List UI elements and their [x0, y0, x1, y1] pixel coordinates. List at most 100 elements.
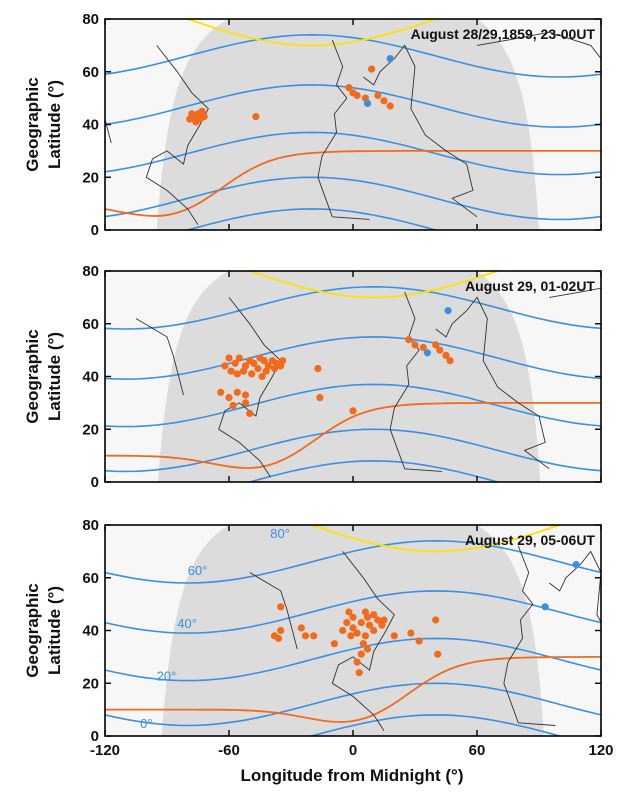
- x-tick-label: -120: [90, 742, 120, 759]
- report-point-orange: [357, 619, 365, 627]
- report-point-orange: [221, 362, 229, 370]
- report-point-orange: [419, 343, 427, 352]
- x-tick-label: 60: [469, 742, 486, 759]
- report-point-orange: [188, 110, 196, 118]
- coastline: [389, 291, 442, 472]
- auroral-boundary-line: [308, 525, 563, 553]
- terminator-line: [105, 402, 601, 469]
- y-axis-label: Geographic Latitude (°): [23, 583, 64, 677]
- contour-label: 60°: [188, 563, 208, 578]
- report-point-orange: [363, 613, 372, 621]
- report-point-orange: [363, 645, 372, 653]
- panels: August 28/29,1859, 23-00UT 0 20 40 60 80 Geogr…: [23, 11, 614, 759]
- panel-2: August 29, 01-02UT 0 20 40 60 80 Geographic Lat…: [23, 263, 602, 491]
- report-point-blue: [541, 603, 549, 611]
- report-point-orange: [227, 367, 235, 375]
- panel-plot-area: [105, 19, 601, 230]
- y-axis-label-line: Geographic: [23, 329, 42, 423]
- report-point-blue: [363, 99, 372, 107]
- report-point-orange: [386, 102, 394, 110]
- geomagnetic-contour: [105, 285, 601, 330]
- y-axis-label-line: Geographic: [23, 77, 42, 171]
- terminator-line: [105, 656, 601, 723]
- report-point-orange: [390, 632, 398, 640]
- contour-label: 20°: [157, 669, 177, 684]
- geomagnetic-contour: [105, 383, 601, 428]
- report-point-orange: [270, 365, 279, 373]
- y-axis-label: Geographic Latitude (°): [23, 77, 64, 171]
- auroral-boundary-line: [184, 19, 439, 47]
- geomagnetic-contour: [105, 33, 601, 78]
- report-point-orange: [355, 669, 363, 677]
- geomagnetic-contour: [184, 208, 439, 230]
- report-point-orange: [225, 354, 233, 362]
- report-point-orange: [343, 619, 351, 627]
- panel-plot-area: [105, 271, 601, 482]
- x-axis-label: Longitude from Midnight (°): [240, 766, 463, 785]
- report-point-orange: [330, 640, 338, 648]
- report-point-orange: [231, 359, 239, 367]
- report-point-orange: [314, 365, 322, 373]
- geomagnetic-contour: [246, 460, 501, 482]
- coastline: [145, 45, 209, 225]
- report-point-orange: [380, 616, 388, 624]
- y-axis-label-line: Latitude (°): [45, 586, 64, 675]
- report-point-orange: [229, 401, 237, 410]
- geomagnetic-contour: [105, 176, 601, 221]
- report-point-orange: [254, 365, 262, 373]
- y-tick-label: 20: [82, 675, 99, 692]
- report-point-orange: [275, 634, 283, 643]
- report-point-blue: [386, 55, 394, 63]
- coastline: [249, 572, 298, 650]
- panel-title: August 28/29,1859, 23-00UT: [411, 26, 596, 42]
- x-tick-label: -60: [218, 742, 240, 759]
- coastline: [549, 550, 601, 624]
- report-point-orange: [277, 626, 285, 635]
- report-point-blue: [572, 561, 580, 569]
- report-point-orange: [233, 388, 241, 396]
- coastline: [503, 545, 556, 726]
- coastline: [317, 39, 370, 220]
- y-tick-label: 80: [82, 11, 99, 28]
- contour-label: 40°: [177, 616, 197, 631]
- report-point-orange: [316, 394, 324, 402]
- report-point-orange: [349, 613, 357, 621]
- y-tick-label: 60: [82, 64, 99, 81]
- report-point-orange: [339, 626, 347, 635]
- y-tick-label: 40: [82, 117, 99, 134]
- panel-title: August 29, 01-02UT: [465, 278, 595, 294]
- report-point-orange: [374, 616, 382, 624]
- report-point-orange: [368, 65, 376, 73]
- coastline: [476, 31, 601, 60]
- report-point-orange: [370, 611, 378, 619]
- geomagnetic-contour: [105, 84, 601, 128]
- panel-1: August 28/29,1859, 23-00UT 0 20 40 60 80 Geogr…: [23, 11, 602, 239]
- report-point-orange: [446, 357, 454, 365]
- report-point-orange: [301, 632, 310, 640]
- geomagnetic-contour: [105, 590, 601, 634]
- report-point-orange: [432, 341, 440, 349]
- report-point-orange: [359, 640, 367, 648]
- coastline: [435, 296, 550, 470]
- geomagnetic-contour: [105, 637, 601, 682]
- report-point-orange: [248, 370, 256, 378]
- geomagnetic-contour: [105, 539, 601, 584]
- coastline: [549, 287, 601, 298]
- night-region: [157, 271, 541, 482]
- y-tick-label: 40: [82, 623, 99, 640]
- coastline: [135, 318, 184, 396]
- report-point-orange: [217, 388, 225, 396]
- coastline: [218, 297, 282, 477]
- report-point-blue: [423, 349, 431, 357]
- x-tick-label: 0: [349, 742, 357, 759]
- report-point-orange: [357, 650, 365, 658]
- report-point-orange: [380, 97, 388, 105]
- panel-3: 80° 60° 40° 20° 0° August 29, 05-06UT 0 20 40 60 8…: [23, 517, 614, 759]
- report-point-orange: [241, 399, 250, 407]
- y-tick-label: 20: [82, 421, 99, 438]
- report-point-orange: [374, 91, 382, 100]
- report-point-orange: [258, 372, 266, 381]
- report-point-orange: [225, 394, 233, 402]
- panel-title: August 29, 05-06UT: [465, 532, 595, 548]
